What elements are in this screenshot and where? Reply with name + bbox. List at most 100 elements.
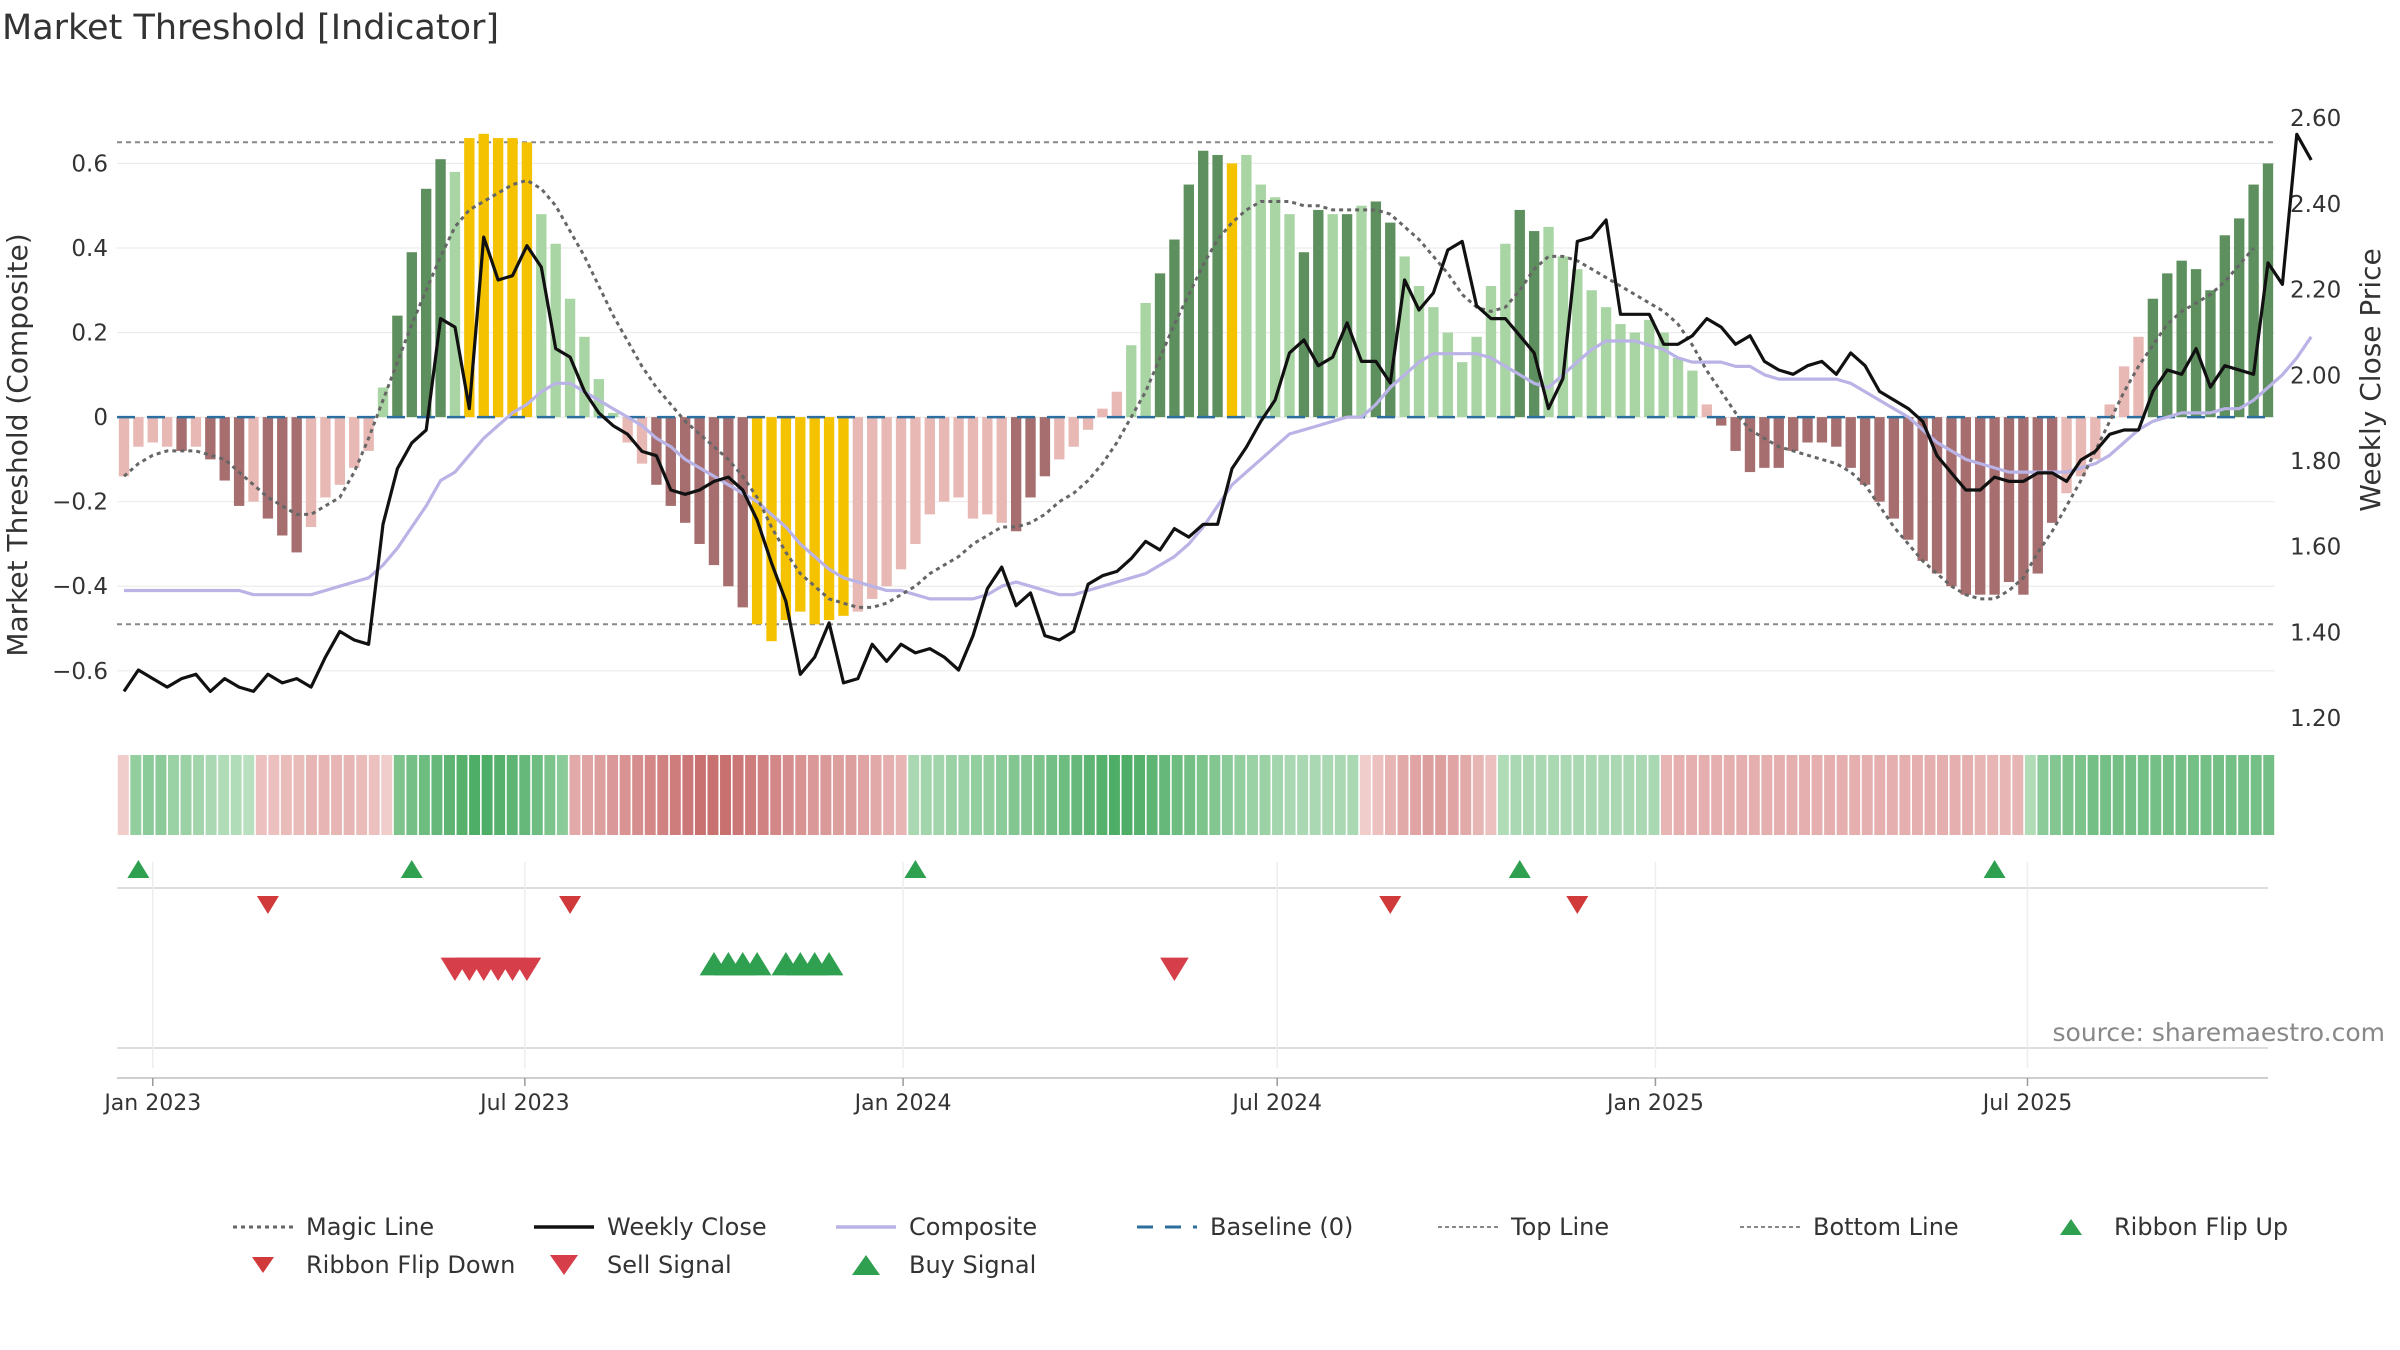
- ribbon-segment: [1046, 755, 1058, 835]
- ribbon-segment: [1849, 755, 1861, 835]
- ribbon-segment: [2225, 755, 2237, 835]
- histogram-bar: [2262, 163, 2274, 418]
- histogram-bar: [1269, 197, 1281, 418]
- histogram-bar: [2190, 269, 2202, 418]
- histogram-bar: [1370, 201, 1382, 418]
- histogram-bar: [2205, 290, 2216, 418]
- histogram-bar: [1500, 243, 1511, 418]
- ribbon-flip-down-marker: [1379, 896, 1402, 914]
- histogram-bar: [1428, 307, 1439, 418]
- ribbon-segment: [1309, 755, 1321, 835]
- ribbon-segment: [155, 755, 167, 835]
- ribbon-segment: [569, 755, 581, 835]
- ribbon-segment: [2263, 755, 2275, 835]
- ribbon-segment: [1334, 755, 1346, 835]
- ribbon-segment: [1635, 755, 1647, 835]
- ribbon-segment: [1523, 755, 1534, 835]
- ribbon-segment: [582, 755, 593, 835]
- ribbon-segment: [858, 755, 869, 835]
- ribbon-segment: [406, 755, 418, 835]
- ribbon-segment: [343, 755, 355, 835]
- ribbon-segment: [469, 755, 481, 835]
- histogram-bar: [277, 417, 288, 536]
- ribbon-flip-up-marker: [400, 860, 423, 878]
- ribbon-segment: [1159, 755, 1171, 835]
- histogram-bar: [449, 171, 461, 418]
- composite-line: [124, 335, 2313, 601]
- ribbon-segment: [1372, 755, 1384, 835]
- histogram-bar: [881, 417, 892, 587]
- ribbon-segment: [795, 755, 807, 835]
- ribbon-segment: [1460, 755, 1472, 835]
- ribbon-segment: [757, 755, 769, 835]
- histogram-bar: [219, 417, 230, 481]
- ribbon-segment: [657, 755, 669, 835]
- ribbon-segment: [895, 755, 907, 835]
- histogram-bar: [478, 133, 489, 418]
- ribbon-segment: [1422, 755, 1434, 835]
- histogram-bar: [1126, 345, 1137, 418]
- histogram-bar: [233, 417, 245, 506]
- ribbon-segment: [945, 755, 957, 835]
- ribbon-segment: [1585, 755, 1597, 835]
- histogram-bar: [1716, 417, 1727, 426]
- histogram-bar: [1327, 214, 1338, 418]
- ribbon-segment: [2213, 755, 2225, 835]
- sell-signal-marker: [512, 957, 542, 981]
- magic-line: [123, 178, 2255, 609]
- y-right-tick-label: 2.60: [2290, 106, 2341, 132]
- ribbon-segment: [2250, 755, 2262, 835]
- ribbon-segment: [933, 755, 945, 835]
- histogram-bar: [895, 417, 907, 570]
- ribbon-segment: [1698, 755, 1710, 835]
- ribbon-segment: [1510, 755, 1522, 835]
- histogram-bar: [694, 417, 705, 544]
- histogram-bar: [2032, 417, 2043, 574]
- histogram-bar: [2133, 336, 2144, 418]
- histogram-bar: [2118, 366, 2130, 418]
- histogram-bar: [1831, 417, 1842, 447]
- ribbon-segment: [1874, 755, 1886, 835]
- histogram-bar: [1183, 184, 1194, 418]
- histogram-bar: [2176, 260, 2187, 418]
- ribbon-flip-down-marker: [256, 896, 279, 914]
- ribbon-segment: [745, 755, 757, 835]
- histogram-bar: [1816, 417, 1828, 443]
- ribbon-segment: [393, 755, 405, 835]
- histogram-bar: [708, 417, 720, 566]
- y-right-tick-label: 2.00: [2290, 363, 2341, 389]
- ribbon-segment: [456, 755, 468, 835]
- ribbon-segment: [2087, 755, 2099, 835]
- y-left-tick-label: −0.4: [52, 574, 108, 600]
- histogram-bar: [2248, 184, 2259, 418]
- histogram-bar: [1341, 214, 1353, 418]
- ribbon-segment: [694, 755, 706, 835]
- ribbon-segment: [1911, 755, 1923, 835]
- ribbon-segment: [381, 755, 393, 835]
- ribbon-segment: [1974, 755, 1986, 835]
- histogram-bar: [1442, 332, 1453, 418]
- ribbon-segment: [519, 755, 531, 835]
- histogram-bar: [349, 417, 360, 468]
- histogram-bar: [1025, 417, 1036, 498]
- ribbon-flip-up-marker: [127, 860, 150, 878]
- ribbon-segment: [1661, 755, 1672, 835]
- ribbon-segment: [983, 755, 995, 835]
- y-right-tick-label: 1.80: [2290, 449, 2341, 475]
- ribbon-segment: [331, 755, 343, 835]
- ribbon-segment: [1949, 755, 1961, 835]
- ribbon-segment: [1899, 755, 1911, 835]
- ribbon-segment: [1736, 755, 1748, 835]
- ribbon-segment: [1146, 755, 1158, 835]
- histogram-bar: [1054, 417, 1065, 460]
- x-tick-label: Jul 2023: [478, 1091, 570, 1116]
- ribbon-segment: [2125, 755, 2137, 835]
- ribbon-segment: [356, 755, 368, 835]
- ribbon-segment: [1799, 755, 1810, 835]
- ribbon-segment: [845, 755, 857, 835]
- ribbon-segment: [1548, 755, 1560, 835]
- histogram-bar: [248, 417, 259, 502]
- histogram-bar: [2075, 417, 2087, 477]
- ribbon-segment: [2075, 755, 2087, 835]
- histogram-bar: [1600, 307, 1612, 418]
